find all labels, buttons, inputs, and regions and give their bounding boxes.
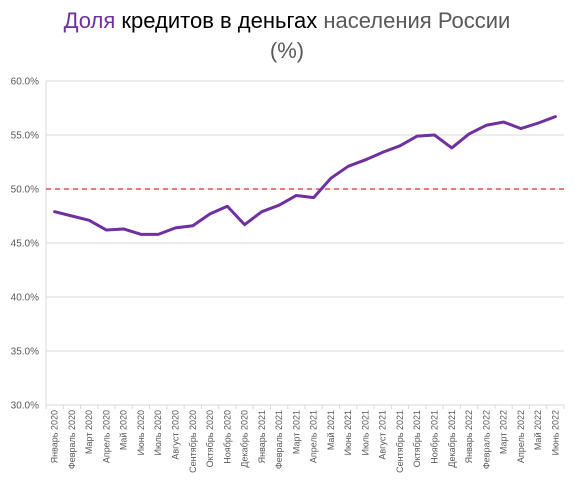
- x-tick-label: Январь 2020: [50, 410, 60, 463]
- y-tick-label: 55.0%: [11, 131, 39, 142]
- title-black-segment: кредитов в деньгах: [115, 8, 324, 33]
- x-tick-label: Август 2020: [171, 410, 181, 460]
- title-accent-word: Доля: [63, 8, 116, 33]
- title-line-2: (%): [269, 38, 305, 63]
- chart-title: Доля кредитов в деньгах населения России…: [0, 6, 574, 66]
- series-line: [53, 115, 557, 236]
- x-tick-label: Август 2021: [378, 410, 388, 460]
- x-tick-label: Март 2021: [291, 410, 301, 454]
- x-tick-label: Февраль 2022: [481, 410, 491, 469]
- x-tick-label: Апрель 2021: [309, 410, 319, 463]
- x-tick-label: Июнь 2022: [550, 410, 560, 455]
- y-tick-label: 50.0%: [11, 185, 39, 196]
- x-tick-label: Октябрь 2021: [412, 410, 422, 467]
- title-line-1: Доля кредитов в деньгах населения России: [0, 6, 574, 36]
- x-tick-label: Апрель 2022: [516, 410, 526, 463]
- series-layer: [53, 115, 557, 236]
- x-tick-label: Июнь 2020: [136, 410, 146, 455]
- x-tick-label: Май 2021: [326, 410, 336, 450]
- x-tick-label: Июль 2020: [153, 410, 163, 455]
- x-tick-label: Июнь 2021: [343, 410, 353, 455]
- x-tick-label: Сентябрь 2021: [395, 410, 405, 473]
- y-tick-label: 45.0%: [11, 239, 39, 250]
- x-tick-label: Май 2022: [533, 410, 543, 450]
- x-tick-label: Ноябрь 2021: [430, 410, 440, 464]
- x-tick-label: Декабрь 2020: [240, 410, 250, 468]
- x-tick-label: Январь 2022: [464, 410, 474, 463]
- grid-layer: [45, 80, 565, 409]
- x-tick-label: Декабрь 2021: [447, 410, 457, 468]
- x-tick-label: Январь 2021: [257, 410, 267, 463]
- y-tick-label: 35.0%: [11, 347, 39, 358]
- x-tick-label: Октябрь 2020: [205, 410, 215, 467]
- x-tick-label: Апрель 2020: [101, 410, 111, 463]
- x-tick-label: Ноябрь 2020: [222, 410, 232, 464]
- x-tick-label: Февраль 2020: [67, 410, 77, 469]
- x-tick-label: Май 2020: [119, 410, 129, 450]
- y-tick-label: 60.0%: [11, 77, 39, 88]
- x-tick-label: Март 2022: [499, 410, 509, 454]
- x-tick-label: Июль 2021: [360, 410, 370, 455]
- x-tick-label: Март 2020: [84, 410, 94, 454]
- x-tick-label: Сентябрь 2020: [188, 410, 198, 473]
- y-axis-ticks: 30.0% 35.0% 40.0% 45.0% 50.0% 55.0% 60.0%: [11, 77, 39, 412]
- x-axis-ticks: Январь 2020 Февраль 2020 Март 2020 Апрель 2…: [50, 410, 561, 473]
- x-tick-label: Февраль 2021: [274, 410, 284, 469]
- title-gray-segment: населения России: [323, 8, 511, 33]
- y-tick-label: 30.0%: [11, 401, 39, 412]
- y-tick-label: 40.0%: [11, 293, 39, 304]
